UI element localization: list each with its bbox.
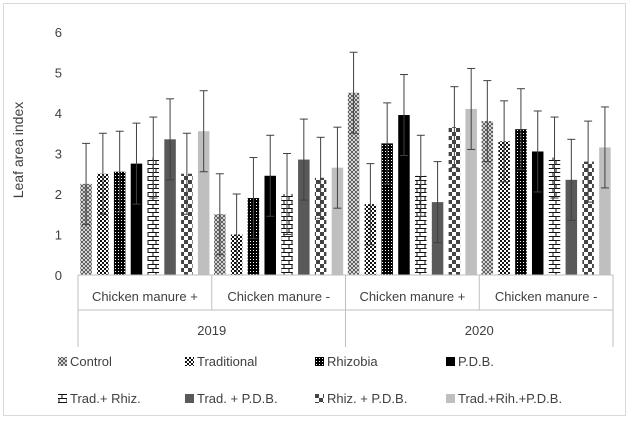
legend-swatch <box>58 394 67 403</box>
legend-label: Trad.+ Rhiz. <box>70 391 141 406</box>
legend-item: Rhiz. + P.D.B. <box>315 391 407 406</box>
bar-p-d-b <box>130 163 143 275</box>
y-axis: 0 1 2 3 4 5 6 <box>55 25 62 283</box>
bar-rhizobia <box>113 171 126 275</box>
legend-swatch <box>446 394 455 403</box>
bar-p-d-b <box>398 115 410 276</box>
legend-item: Trad. + P.D.B. <box>185 391 278 406</box>
y-tick-label: 1 <box>55 228 62 243</box>
y-tick-label: 2 <box>55 187 62 202</box>
bar-trad-rhiz <box>548 157 561 275</box>
bar-trad-rih-p-d-b <box>197 131 210 275</box>
bar-trad-p-d-b <box>298 159 310 275</box>
legend-swatch <box>185 357 194 366</box>
legend-label: P.D.B. <box>458 354 494 369</box>
bar-traditional <box>498 141 510 275</box>
y-tick-label: 4 <box>55 106 62 121</box>
y-tick-label: 5 <box>55 66 62 81</box>
bar-control <box>481 121 494 275</box>
bar-rhiz-p-d-b <box>582 161 594 275</box>
legend-label: Trad.+Rih.+P.D.B. <box>458 391 563 406</box>
legend-item: Control <box>58 354 112 369</box>
bar-trad-p-d-b <box>565 179 578 275</box>
y-tick-label: 3 <box>55 147 62 162</box>
legend-label: Rhizobia <box>327 354 378 369</box>
bar-trad-p-d-b <box>164 139 176 275</box>
bar-control <box>347 92 360 275</box>
x-category-label: Chicken manure - <box>495 289 598 304</box>
bar-trad-rih-p-d-b <box>331 167 344 275</box>
bar-trad-rhiz <box>147 157 160 275</box>
plot-area <box>80 51 611 276</box>
legend-label: Rhiz. + P.D.B. <box>327 391 408 406</box>
bar-rhizobia <box>515 129 527 275</box>
x-group-label: 2019 <box>197 323 226 338</box>
legend-label: Traditional <box>197 354 258 369</box>
legend-item: Trad.+ Rhiz. <box>58 391 141 406</box>
x-category-label: Chicken manure + <box>92 289 198 304</box>
x-axis: Chicken manure + Chicken manure - Chicken … <box>77 274 614 347</box>
legend-item: Trad.+Rih.+P.D.B. <box>446 391 562 406</box>
y-axis-label: Leaf area index <box>10 102 26 199</box>
bar-rhiz-p-d-b <box>314 177 327 275</box>
legend-label: Trad. + P.D.B. <box>197 391 278 406</box>
x-group-label: 2020 <box>465 323 494 338</box>
legend-swatch <box>315 394 324 403</box>
bar-traditional <box>97 173 109 275</box>
bar-rhizobia <box>381 143 393 275</box>
x-category-label: Chicken manure + <box>359 289 465 304</box>
bar-trad-rih-p-d-b <box>599 147 611 275</box>
bar-trad-rih-p-d-b <box>465 108 477 275</box>
legend-swatch <box>446 357 455 366</box>
bar-rhiz-p-d-b <box>448 127 461 275</box>
legend-swatch <box>315 357 324 366</box>
legend-swatch <box>185 394 194 403</box>
x-category-label: Chicken manure - <box>227 289 330 304</box>
bar-trad-rhiz <box>415 175 427 275</box>
legend-item: Traditional <box>185 354 257 369</box>
legend-swatch <box>58 357 67 366</box>
legend-item: P.D.B. <box>446 354 494 369</box>
y-tick-label: 0 <box>55 268 62 283</box>
legend-item: Rhizobia <box>315 354 378 369</box>
bar-control <box>80 183 92 275</box>
bar-p-d-b <box>531 151 544 275</box>
y-tick-label: 6 <box>55 25 62 40</box>
bar-p-d-b <box>264 175 276 275</box>
chart-frame <box>3 3 626 416</box>
bar-rhiz-p-d-b <box>181 173 193 275</box>
legend-label: Control <box>70 354 112 369</box>
